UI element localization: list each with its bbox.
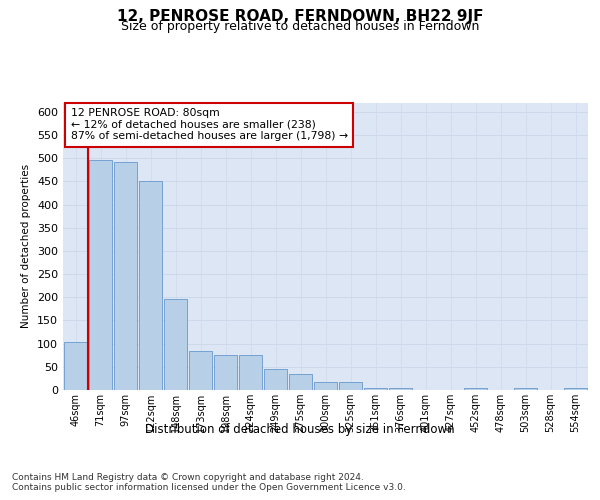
- Text: Contains HM Land Registry data © Crown copyright and database right 2024.
Contai: Contains HM Land Registry data © Crown c…: [12, 472, 406, 492]
- Text: 12 PENROSE ROAD: 80sqm
← 12% of detached houses are smaller (238)
87% of semi-de: 12 PENROSE ROAD: 80sqm ← 12% of detached…: [71, 108, 348, 142]
- Bar: [364, 388, 388, 390]
- Bar: [338, 382, 362, 390]
- Y-axis label: Number of detached properties: Number of detached properties: [22, 164, 31, 328]
- Bar: [188, 350, 212, 390]
- Bar: [314, 382, 337, 390]
- Bar: [139, 182, 163, 390]
- Bar: [289, 374, 313, 390]
- Bar: [64, 342, 88, 390]
- Bar: [164, 298, 187, 390]
- Text: Distribution of detached houses by size in Ferndown: Distribution of detached houses by size …: [145, 422, 455, 436]
- Bar: [239, 355, 262, 390]
- Bar: [389, 388, 412, 390]
- Bar: [464, 388, 487, 390]
- Text: Size of property relative to detached houses in Ferndown: Size of property relative to detached ho…: [121, 20, 479, 33]
- Bar: [563, 388, 587, 390]
- Bar: [214, 355, 238, 390]
- Bar: [263, 369, 287, 390]
- Bar: [514, 388, 538, 390]
- Bar: [113, 162, 137, 390]
- Text: 12, PENROSE ROAD, FERNDOWN, BH22 9JF: 12, PENROSE ROAD, FERNDOWN, BH22 9JF: [117, 8, 483, 24]
- Bar: [89, 160, 112, 390]
